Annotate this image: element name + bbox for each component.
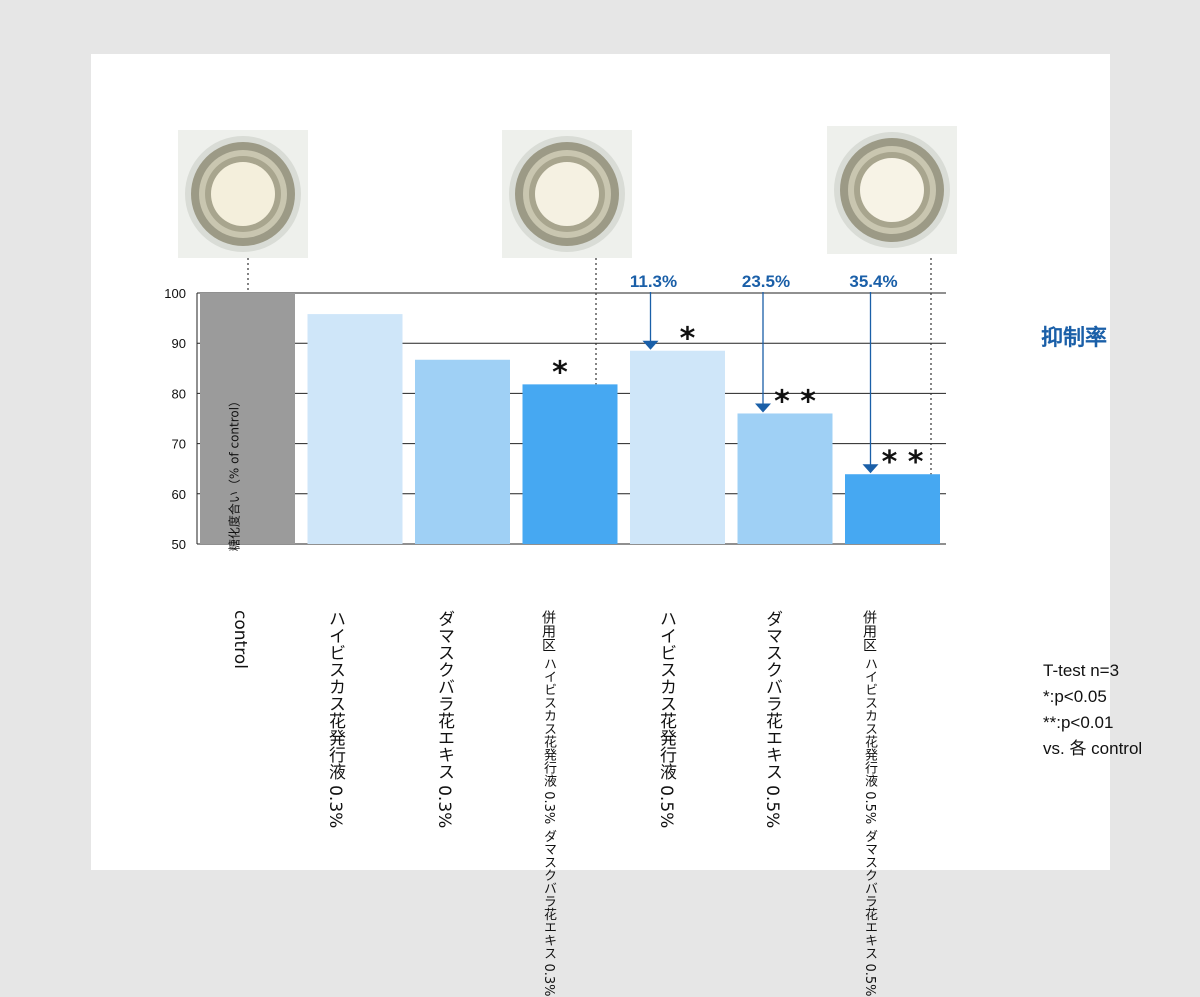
x-label-line: ハイビスカス花発行液 0.3% — [541, 657, 556, 825]
x-label-line: ハイビスカス花発行液 — [656, 610, 676, 780]
x-label-line: 0.3% — [325, 785, 345, 829]
well-photo-combo-05 — [827, 126, 957, 254]
x-label-hibiscus-03: ハイビスカス花発行液 0.3% — [323, 610, 348, 828]
well-photo-control — [178, 130, 308, 258]
bar-chart: 50 60 70 80 90 100 11.3% 23.5% 35.4% * * * * * * — [164, 258, 946, 552]
y-tick-label: 60 — [172, 487, 186, 502]
x-label-line: ダマスクバラ花エキス — [762, 610, 782, 780]
bar — [307, 314, 403, 544]
x-label-line: ダマスクバラ花エキス — [434, 610, 454, 780]
inhibition-arrowhead — [642, 340, 659, 350]
legend-line: **:p<0.01 — [1043, 713, 1114, 732]
inhibition-rate-label: 35.4% — [849, 272, 897, 291]
x-label-combo-05: 併用区 ハイビスカス花発行液 0.5% ダマスクバラ花エキス 0.5% — [859, 610, 879, 997]
x-label-combo-03: 併用区 ハイビスカス花発行液 0.3% ダマスクバラ花エキス 0.3% — [538, 610, 558, 997]
bar — [522, 384, 618, 544]
legend-line: vs. 各 control — [1043, 739, 1143, 758]
significance-legend: T-test n=3 *:p<0.05 **:p<0.01 vs. 各 cont… — [1043, 658, 1142, 762]
significance-mark: * * — [774, 384, 816, 419]
significance-mark: * — [552, 355, 568, 390]
x-label-line: 併用区 — [861, 610, 877, 652]
x-label-damask-03: ダマスクバラ花エキス 0.3% — [432, 610, 457, 828]
well-photo-combo-05-icon — [827, 126, 957, 254]
x-label-line: 併用区 — [540, 610, 556, 652]
y-tick-label: 100 — [164, 286, 186, 301]
x-label-line: control — [230, 610, 250, 669]
y-tick-label: 90 — [172, 336, 186, 351]
inhibition-arrowhead — [862, 464, 879, 474]
x-label-line: ハイビスカス花発行液 — [325, 610, 345, 780]
legend-line: *:p<0.05 — [1043, 687, 1107, 706]
legend-line: T-test n=3 — [1043, 661, 1120, 680]
x-label-line: ハイビスカス花発行液 0.5% — [862, 657, 877, 825]
y-tick-label: 50 — [172, 537, 186, 552]
x-label-line: 0.5% — [762, 785, 782, 829]
bar — [415, 359, 510, 544]
x-label-line: 0.5% — [656, 785, 676, 829]
bar — [630, 350, 725, 544]
y-tick-label: 80 — [172, 386, 186, 401]
x-label-line: ダマスクバラ花エキス 0.5% — [862, 829, 877, 997]
x-label-control: control — [230, 610, 250, 669]
x-label-hibiscus-05: ハイビスカス花発行液 0.5% — [654, 610, 679, 828]
significance-mark: * — [680, 322, 696, 357]
y-tick-label: 70 — [172, 437, 186, 452]
bar — [737, 413, 833, 544]
well-photo-combo-03-icon — [502, 130, 632, 258]
well-photo-control-icon — [178, 130, 308, 258]
inhibition-arrowhead — [755, 403, 771, 413]
x-label-line: 0.3% — [434, 785, 454, 829]
well-photo-combo-03 — [502, 130, 632, 258]
significance-mark: * * — [882, 445, 924, 480]
inhibition-rate-label: 11.3% — [630, 272, 677, 291]
y-axis-label: 糖化度合い（% of control） — [227, 394, 242, 552]
x-label-damask-05: ダマスクバラ花エキス 0.5% — [760, 610, 785, 828]
chart-card: 50 60 70 80 90 100 11.3% 23.5% 35.4% * * * * * * — [91, 54, 1142, 997]
bar — [200, 293, 295, 544]
inhibition-rate-title: 抑制率 — [1041, 326, 1108, 351]
bar — [845, 474, 940, 544]
x-label-line: ダマスクバラ花エキス 0.3% — [541, 829, 556, 997]
inhibition-rate-label: 23.5% — [742, 272, 790, 291]
